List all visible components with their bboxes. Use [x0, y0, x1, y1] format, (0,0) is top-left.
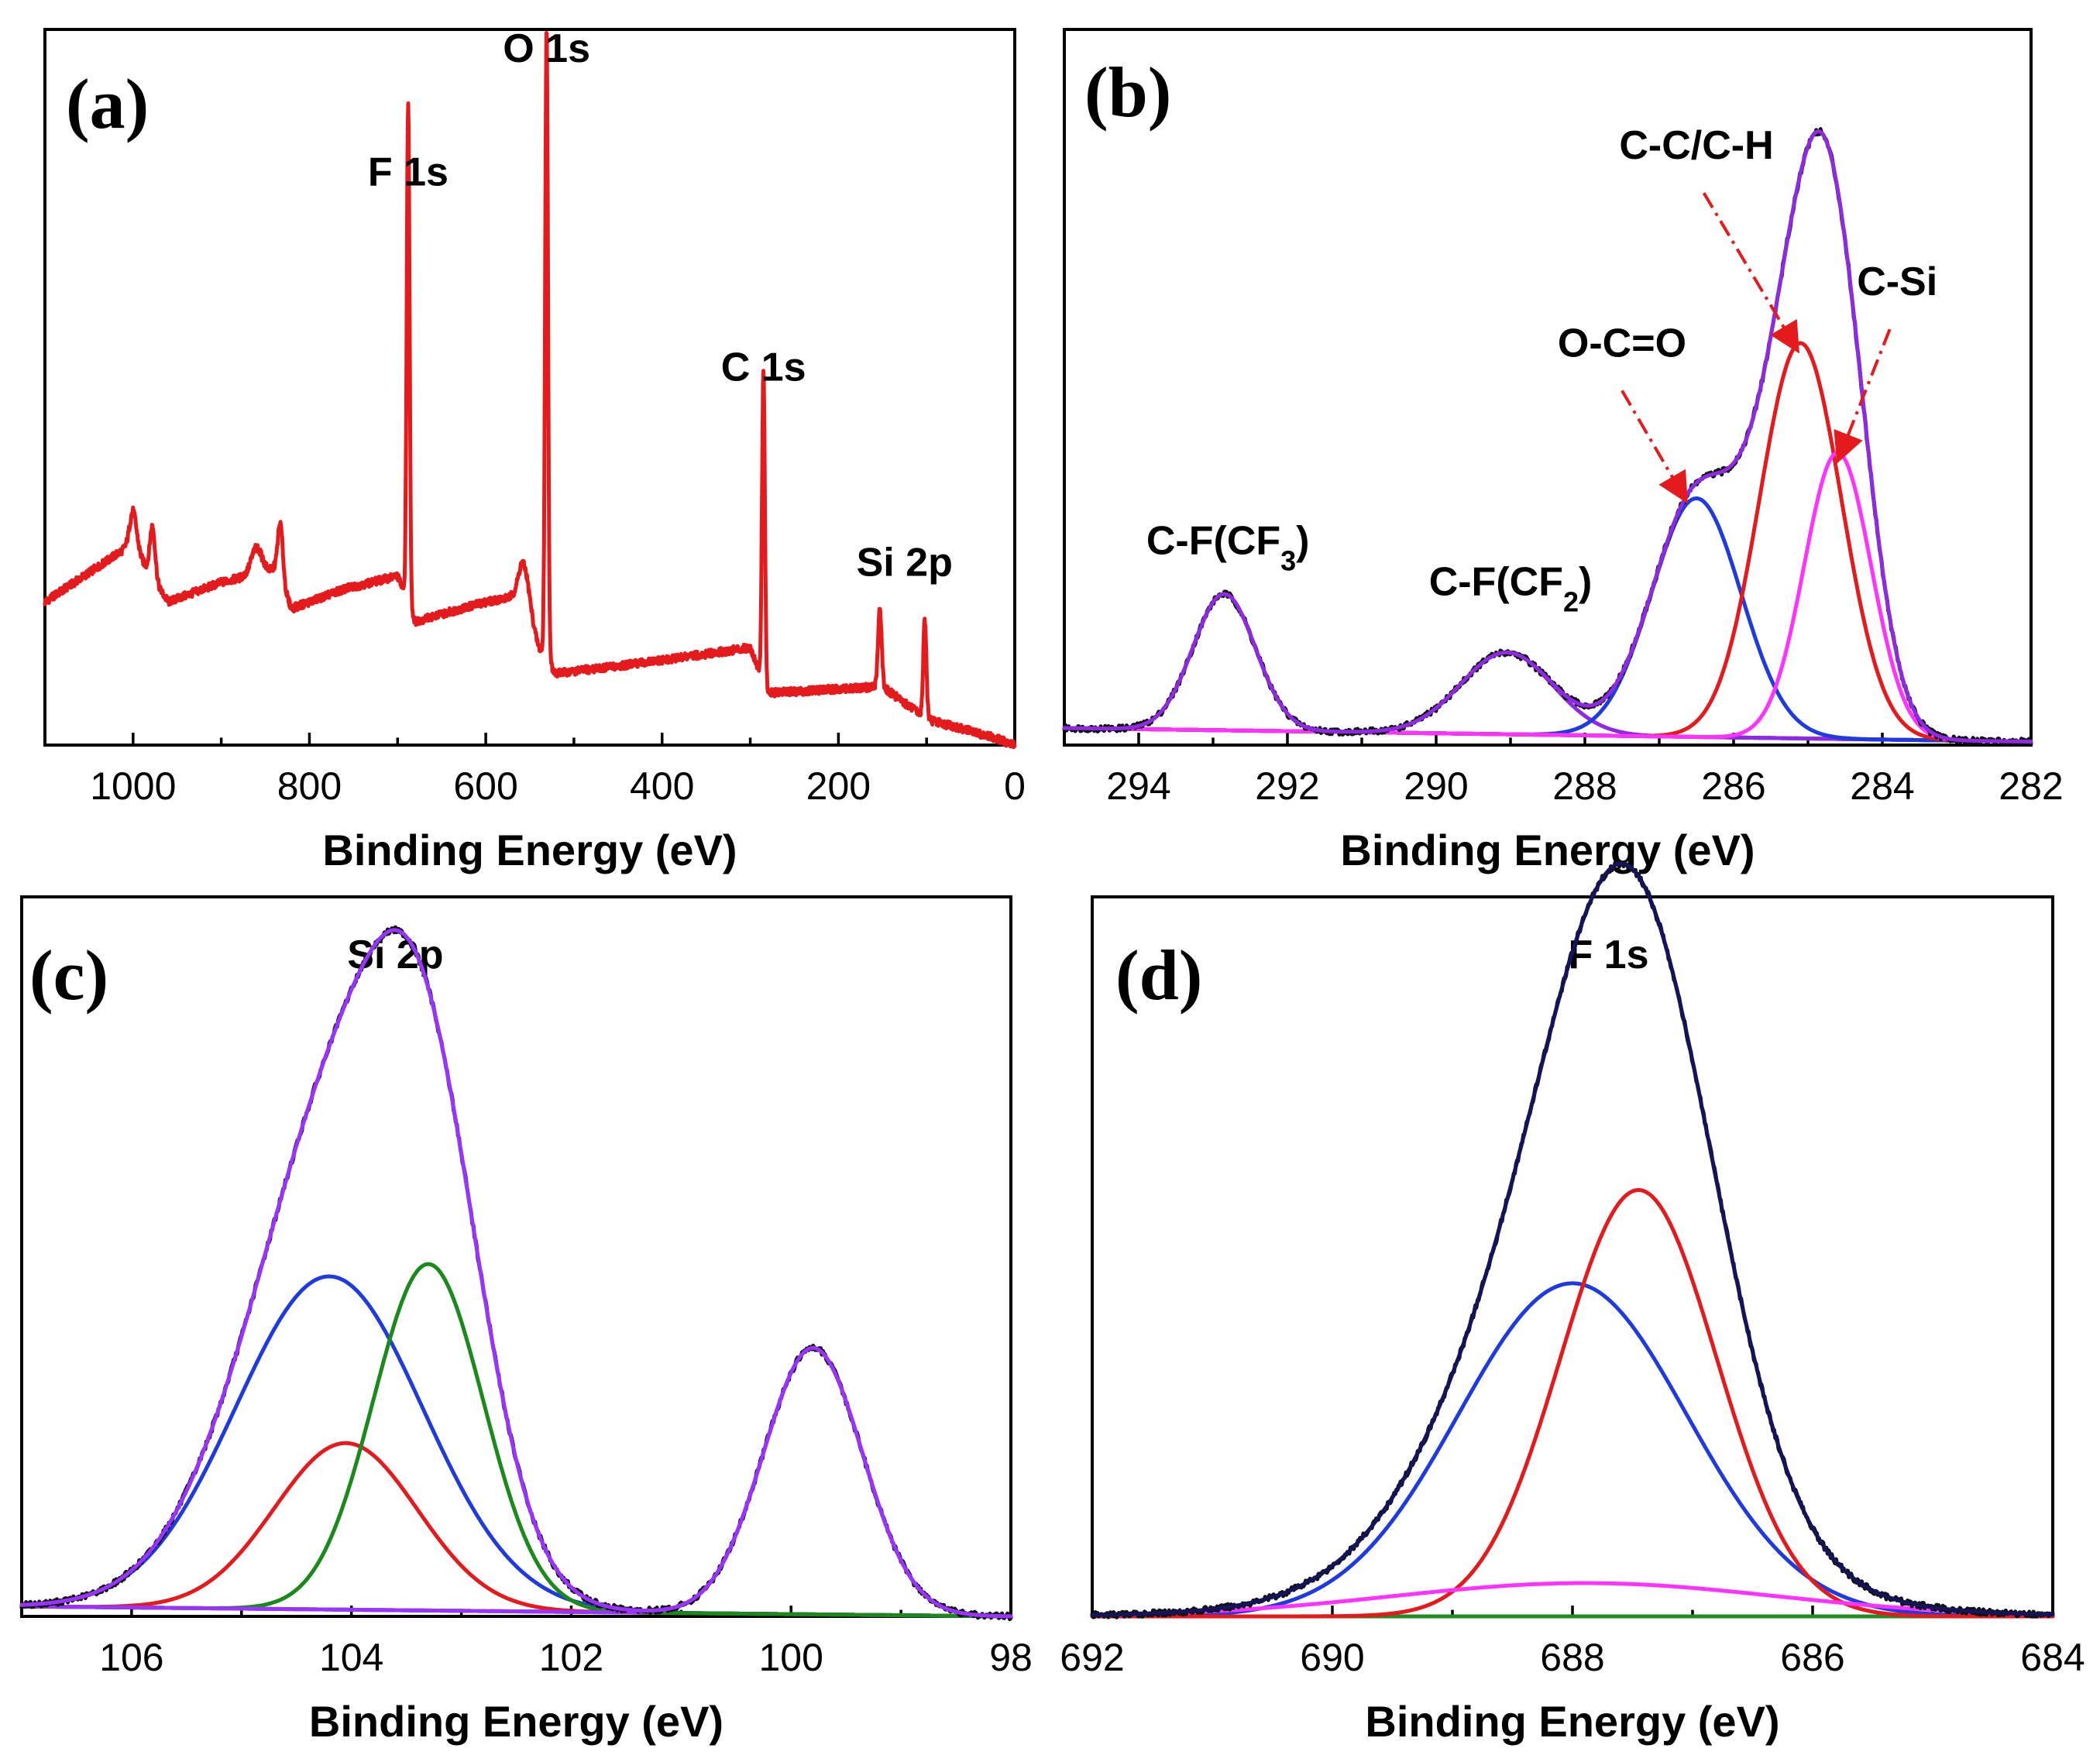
chart-panel-d: 692 690 688 686 684 Binding Energy (eV) (d) F 1… [1060, 860, 2085, 1746]
chart-panel-a: 1000 800 600 400 200 0 Binding Energy (eV) (a) O… [43, 26, 1026, 874]
peak-label: O 1s [503, 26, 590, 71]
panel-letter: (b) [1084, 53, 1171, 132]
x-tick-label: 0 [1004, 764, 1026, 808]
chart-panel-b: 294 292 290 288 286 284 282 Binding Energy (eV)… [1062, 28, 2064, 874]
x-tick-label: 98 [989, 1636, 1033, 1679]
raw-data-line [1062, 127, 2033, 747]
x-axis-title: Binding Energy (eV) [309, 1697, 723, 1746]
plot-frame [20, 895, 1012, 1618]
x-axis-title: Binding Energy (eV) [322, 826, 737, 874]
panel-letter: (c) [29, 936, 108, 1015]
plot-frame [1091, 895, 2054, 1618]
x-tick-label: 290 [1404, 764, 1468, 808]
peak-label: Si 2p [857, 541, 953, 586]
component-c-si [1062, 451, 2033, 744]
x-tick-label: 282 [1999, 764, 2063, 808]
component-c-f-cf3- [1062, 592, 2033, 744]
plot-frame [43, 28, 1016, 747]
pointer-arrow [1834, 328, 1892, 464]
x-tick-label: 688 [1540, 1636, 1604, 1679]
component-peak-magenta [1090, 1581, 2055, 1617]
plot-frame [1063, 28, 2033, 747]
panel-title: F 1s [1568, 933, 1648, 977]
x-tick-label: 286 [1701, 764, 1765, 808]
x-tick-label: 288 [1552, 764, 1617, 808]
peak-label: C 1s [721, 345, 806, 390]
envelope-fit-line [1062, 129, 2033, 744]
x-tick-label: 100 [759, 1636, 823, 1679]
x-tick-label: 690 [1300, 1636, 1364, 1679]
component-label: O-C=O [1558, 321, 1686, 366]
x-tick-label: 400 [630, 764, 694, 808]
x-tick-label: 102 [539, 1636, 603, 1679]
component-peak-purple-2 [19, 1345, 1013, 1619]
x-tick-label: 686 [1780, 1636, 1844, 1679]
pointer-arrow [1702, 192, 1799, 354]
component-label: C-C/C-H [1619, 123, 1773, 168]
component-peak-red [1090, 1188, 2055, 1619]
component-label: C-Si [1857, 259, 1937, 304]
component-peak-blue [1090, 1281, 2055, 1619]
x-axis-title: Binding Energy (eV) [1340, 826, 1755, 874]
survey-spectrum-line [43, 31, 1017, 750]
component-label: C-F(CF3) [1146, 519, 1310, 577]
envelope-fit-line [19, 928, 1013, 1619]
x-tick-label: 692 [1060, 1636, 1124, 1679]
x-tick-label: 800 [277, 764, 342, 808]
component-label: C-F(CF2) [1429, 559, 1593, 617]
x-tick-label: 600 [453, 764, 517, 808]
x-tick-label: 104 [319, 1636, 383, 1679]
pointer-arrow [1621, 390, 1688, 504]
x-tick-label: 1000 [90, 764, 176, 808]
x-tick-label: 684 [2020, 1636, 2085, 1679]
x-tick-label: 200 [806, 764, 871, 808]
x-tick-label: 294 [1106, 764, 1170, 808]
panel-letter: (d) [1115, 936, 1202, 1015]
envelope-fit-line [1090, 861, 2055, 1617]
peak-label: F 1s [368, 150, 449, 195]
x-tick-label: 284 [1850, 764, 1914, 808]
x-tick-label: 106 [99, 1636, 163, 1679]
component-peak-blue [19, 1274, 1013, 1619]
panel-letter: (a) [66, 64, 149, 143]
x-axis-title: Binding Energy (eV) [1365, 1697, 1779, 1746]
x-tick-label: 292 [1255, 764, 1319, 808]
